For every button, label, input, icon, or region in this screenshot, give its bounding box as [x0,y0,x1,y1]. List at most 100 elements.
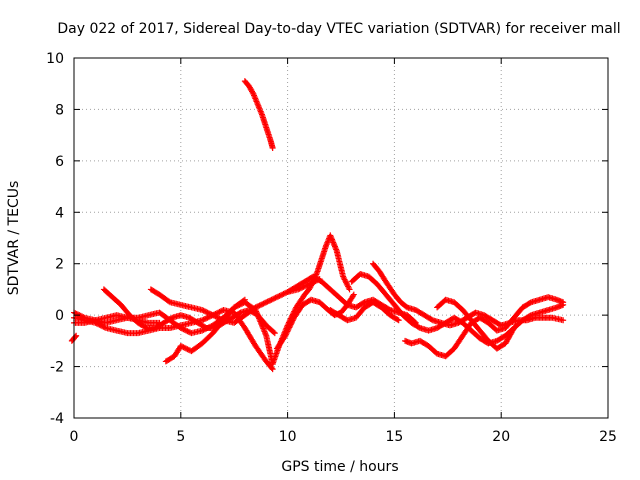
y-tick-label: 10 [46,51,64,67]
data-point [79,313,86,320]
data-point [281,290,288,297]
data-point [267,297,274,304]
data-point [184,328,191,335]
data-point [269,145,276,151]
data-point [270,329,277,336]
data-point [271,330,278,337]
data-point [73,310,80,317]
data-point [168,315,175,322]
data-point [212,313,219,320]
data-point [142,324,149,331]
data-point [309,280,316,286]
data-point [350,291,357,298]
data-point [265,298,272,304]
data-point [277,292,284,299]
data-point [394,316,401,323]
data-point [415,324,422,331]
chart-title: Day 022 of 2017, Sidereal Day-to-day VTE… [57,21,620,37]
x-tick-label: 0 [70,429,79,445]
data-point [271,295,278,302]
data-point [287,323,294,330]
series-track-o [434,296,518,352]
y-tick-label: -2 [50,360,64,376]
data-point [208,311,215,318]
data-point [289,317,296,324]
data-point [232,303,239,310]
data-point [183,327,190,334]
x-tick-label: 10 [279,429,297,445]
data-point [200,316,207,323]
data-point [179,343,186,350]
data-point [217,308,224,315]
data-point [264,298,271,305]
x-tick-label: 25 [599,429,617,445]
data-point [263,299,270,306]
data-point [511,325,518,331]
data-point [177,343,184,349]
data-point [216,315,223,322]
data-point [510,326,517,333]
data-point [279,291,286,298]
data-point [213,314,220,321]
data-point [200,307,207,314]
data-point [350,292,357,299]
data-point [211,312,218,319]
data-point [285,327,292,334]
data-point [72,333,79,340]
series-track-f [162,299,276,367]
data-point [209,312,216,319]
data-point [261,299,268,306]
y-tick-label: 0 [55,308,64,324]
data-point [287,321,294,328]
x-tick-label: 15 [385,429,403,445]
data-point [201,316,208,322]
data-points [68,78,567,373]
data-point [285,325,292,332]
data-point [204,309,211,316]
data-point [283,331,290,338]
data-point [231,304,238,311]
data-point [216,308,223,315]
data-point [268,365,275,372]
data-point [346,286,353,293]
data-point [260,300,267,307]
data-point [255,303,262,310]
data-point [199,317,206,324]
x-tick-label: 5 [176,429,185,445]
data-point [282,332,289,339]
series-track-n [402,294,567,360]
data-point [286,324,293,331]
data-point [215,309,222,316]
data-point [204,314,211,321]
data-point [236,310,243,317]
y-axis-label: SDTVAR / TECUs [6,181,22,296]
data-point [235,302,242,309]
data-point [237,301,244,308]
data-point [207,310,214,317]
data-point [233,303,240,310]
data-point [184,346,191,353]
data-point [256,302,263,309]
data-point [273,294,280,301]
x-axis-label: GPS time / hours [281,459,398,475]
x-tick-label: 20 [492,429,510,445]
plot-frame [73,57,609,419]
data-point [272,294,279,301]
data-point [201,308,208,315]
data-point [203,308,210,315]
y-tick-label: 8 [55,102,64,118]
data-point [428,316,435,323]
series-track-k [327,299,402,324]
data-point [560,317,567,324]
data-point [280,290,287,297]
data-point [289,318,296,325]
data-point [360,300,367,307]
data-point [236,301,243,308]
data-point [180,326,187,333]
data-point [526,300,533,307]
grid-lines [74,58,608,418]
axis-ticks: 0 5 10 15 20 25 -4 -2 0 2 4 6 8 10 [46,51,617,445]
data-point [395,317,402,324]
series-track-g [241,78,276,151]
